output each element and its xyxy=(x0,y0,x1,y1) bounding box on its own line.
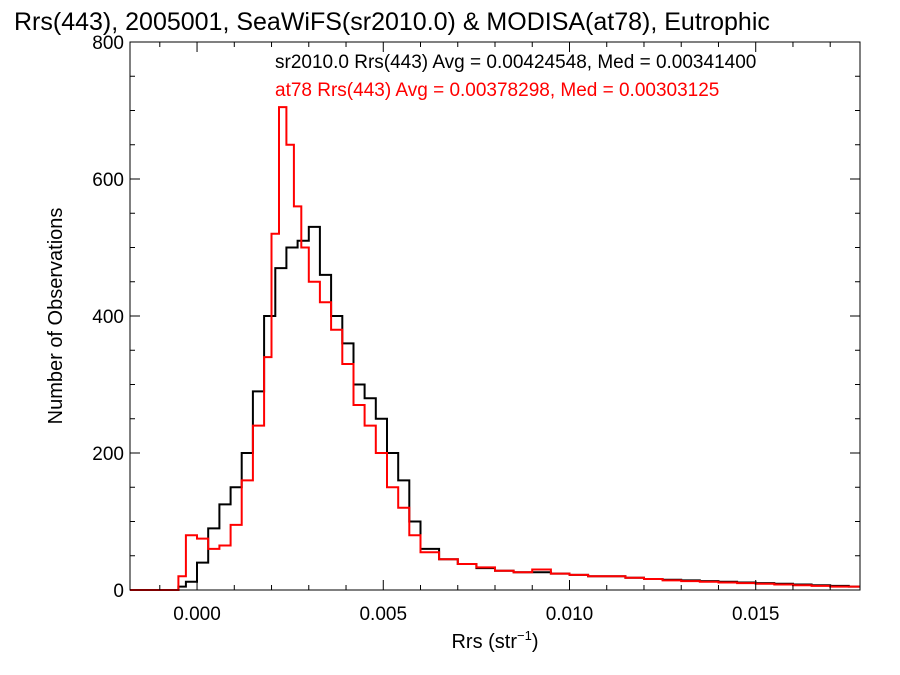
x-axis-label: Rrs (str−1) xyxy=(451,628,538,653)
tick-labels: 0.000 0.005 0.010 0.015 0 200 400 600 800 xyxy=(92,33,779,625)
annotation-at78: at78 Rrs(443) Avg = 0.00378298, Med = 0.… xyxy=(275,80,719,101)
series-layer xyxy=(130,106,860,591)
y-tick-label: 0 xyxy=(113,581,124,602)
chart-title: Rrs(443), 2005001, SeaWiFS(sr2010.0) & M… xyxy=(14,8,770,36)
y-tick-label: 600 xyxy=(92,170,124,191)
y-tick-label: 800 xyxy=(92,33,124,54)
x-tick-label: 0.015 xyxy=(732,604,780,625)
annotation-sr2010: sr2010.0 Rrs(443) Avg = 0.00424548, Med … xyxy=(275,52,756,73)
x-tick-label: 0.000 xyxy=(173,604,221,625)
x-axis-label-close: ) xyxy=(532,631,539,653)
y-axis-label: Number of Observations xyxy=(45,208,67,425)
x-tick-label: 0.010 xyxy=(546,604,594,625)
x-tick-label: 0.005 xyxy=(359,604,407,625)
x-axis-label-superscript: −1 xyxy=(517,628,532,643)
x-axis-label-main: Rrs (str xyxy=(451,631,517,653)
series-at78-line xyxy=(130,106,860,591)
y-tick-label: 400 xyxy=(92,307,124,328)
y-tick-label: 200 xyxy=(92,444,124,465)
ticks-layer xyxy=(130,41,860,591)
